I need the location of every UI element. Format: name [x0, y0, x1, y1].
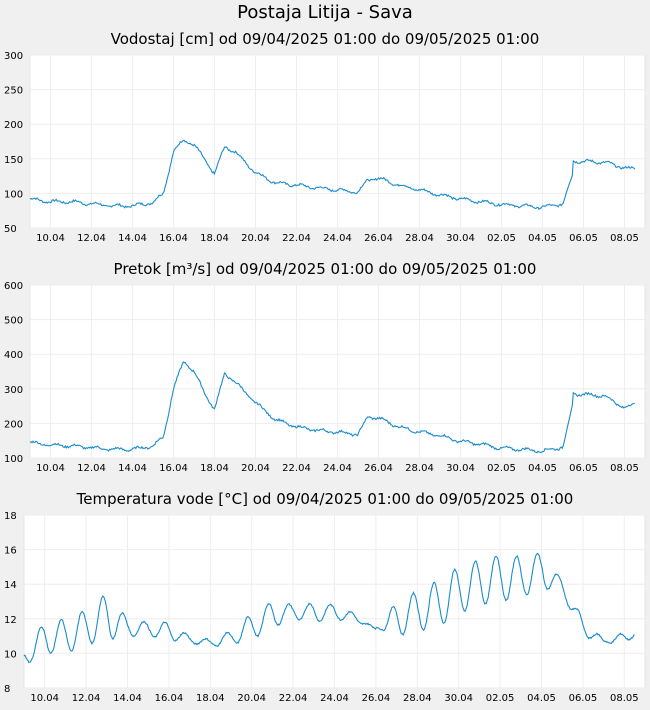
x-tick-label: 20.04 — [237, 693, 266, 704]
y-tick-label: 14 — [4, 580, 17, 591]
y-tick-label: 300 — [4, 51, 23, 62]
x-tick-label: 12.04 — [77, 233, 106, 244]
x-tick-label: 12.04 — [77, 463, 106, 474]
x-tick-label: 06.05 — [569, 463, 598, 474]
x-tick-label: 14.04 — [118, 233, 147, 244]
y-tick-label: 100 — [4, 189, 23, 200]
x-tick-label: 08.05 — [610, 463, 639, 474]
x-tick-label: 28.04 — [405, 463, 434, 474]
x-tick-label: 18.04 — [200, 463, 229, 474]
x-tick-label: 30.04 — [444, 693, 473, 704]
x-tick-label: 28.04 — [405, 233, 434, 244]
x-tick-label: 20.04 — [241, 463, 270, 474]
y-tick-label: 18 — [4, 511, 17, 522]
x-tick-label: 10.04 — [36, 233, 65, 244]
x-tick-label: 04.05 — [528, 463, 557, 474]
x-tick-label: 22.04 — [282, 233, 311, 244]
x-tick-label: 26.04 — [362, 693, 391, 704]
x-tick-label: 04.05 — [528, 233, 557, 244]
y-tick-label: 400 — [4, 350, 23, 361]
x-tick-label: 04.05 — [527, 693, 556, 704]
x-tick-label: 02.05 — [487, 463, 516, 474]
x-tick-label: 14.04 — [118, 463, 147, 474]
x-tick-label: 08.05 — [610, 233, 639, 244]
x-tick-label: 08.05 — [610, 693, 639, 704]
y-tick-label: 600 — [4, 281, 23, 292]
x-tick-label: 24.04 — [323, 233, 352, 244]
x-tick-label: 30.04 — [446, 233, 475, 244]
x-tick-label: 24.04 — [323, 463, 352, 474]
chart-title-water-level: Vodostaj [cm] od 09/04/2025 01:00 do 09/… — [110, 30, 540, 48]
y-tick-label: 250 — [4, 86, 23, 97]
x-tick-label: 18.04 — [196, 693, 225, 704]
x-tick-label: 26.04 — [364, 233, 393, 244]
y-tick-label: 10 — [4, 649, 17, 660]
x-tick-label: 24.04 — [320, 693, 349, 704]
series-line — [29, 139, 636, 211]
y-tick-label: 150 — [4, 155, 23, 166]
x-tick-label: 16.04 — [159, 233, 188, 244]
series-line — [29, 361, 635, 454]
y-tick-label: 12 — [4, 615, 17, 626]
y-tick-label: 200 — [4, 419, 23, 430]
chart-title-water-temperature: Temperatura vode [°C] od 09/04/2025 01:0… — [76, 490, 574, 508]
x-tick-label: 12.04 — [72, 693, 101, 704]
x-tick-label: 10.04 — [30, 693, 59, 704]
x-tick-label: 16.04 — [159, 463, 188, 474]
x-tick-label: 30.04 — [446, 463, 475, 474]
y-tick-label: 200 — [4, 120, 23, 131]
x-tick-label: 22.04 — [282, 463, 311, 474]
x-tick-label: 06.05 — [569, 693, 598, 704]
y-tick-label: 500 — [4, 316, 23, 327]
y-tick-label: 50 — [4, 224, 17, 235]
y-tick-label: 100 — [4, 454, 23, 465]
x-tick-label: 02.05 — [486, 693, 515, 704]
x-tick-label: 22.04 — [279, 693, 308, 704]
x-tick-label: 16.04 — [155, 693, 184, 704]
station-title: Postaja Litija - Sava — [237, 2, 413, 23]
series-line — [23, 552, 635, 664]
x-tick-label: 20.04 — [241, 233, 270, 244]
x-tick-label: 14.04 — [113, 693, 142, 704]
x-tick-label: 28.04 — [403, 693, 432, 704]
x-tick-label: 18.04 — [200, 233, 229, 244]
y-tick-label: 300 — [4, 385, 23, 396]
x-tick-label: 10.04 — [36, 463, 65, 474]
x-tick-label: 26.04 — [364, 463, 393, 474]
x-tick-label: 06.05 — [569, 233, 598, 244]
x-tick-label: 02.05 — [487, 233, 516, 244]
y-tick-label: 8 — [4, 684, 10, 695]
y-tick-label: 16 — [4, 546, 17, 557]
chart-title-discharge: Pretok [m³/s] od 09/04/2025 01:00 do 09/… — [113, 260, 537, 278]
